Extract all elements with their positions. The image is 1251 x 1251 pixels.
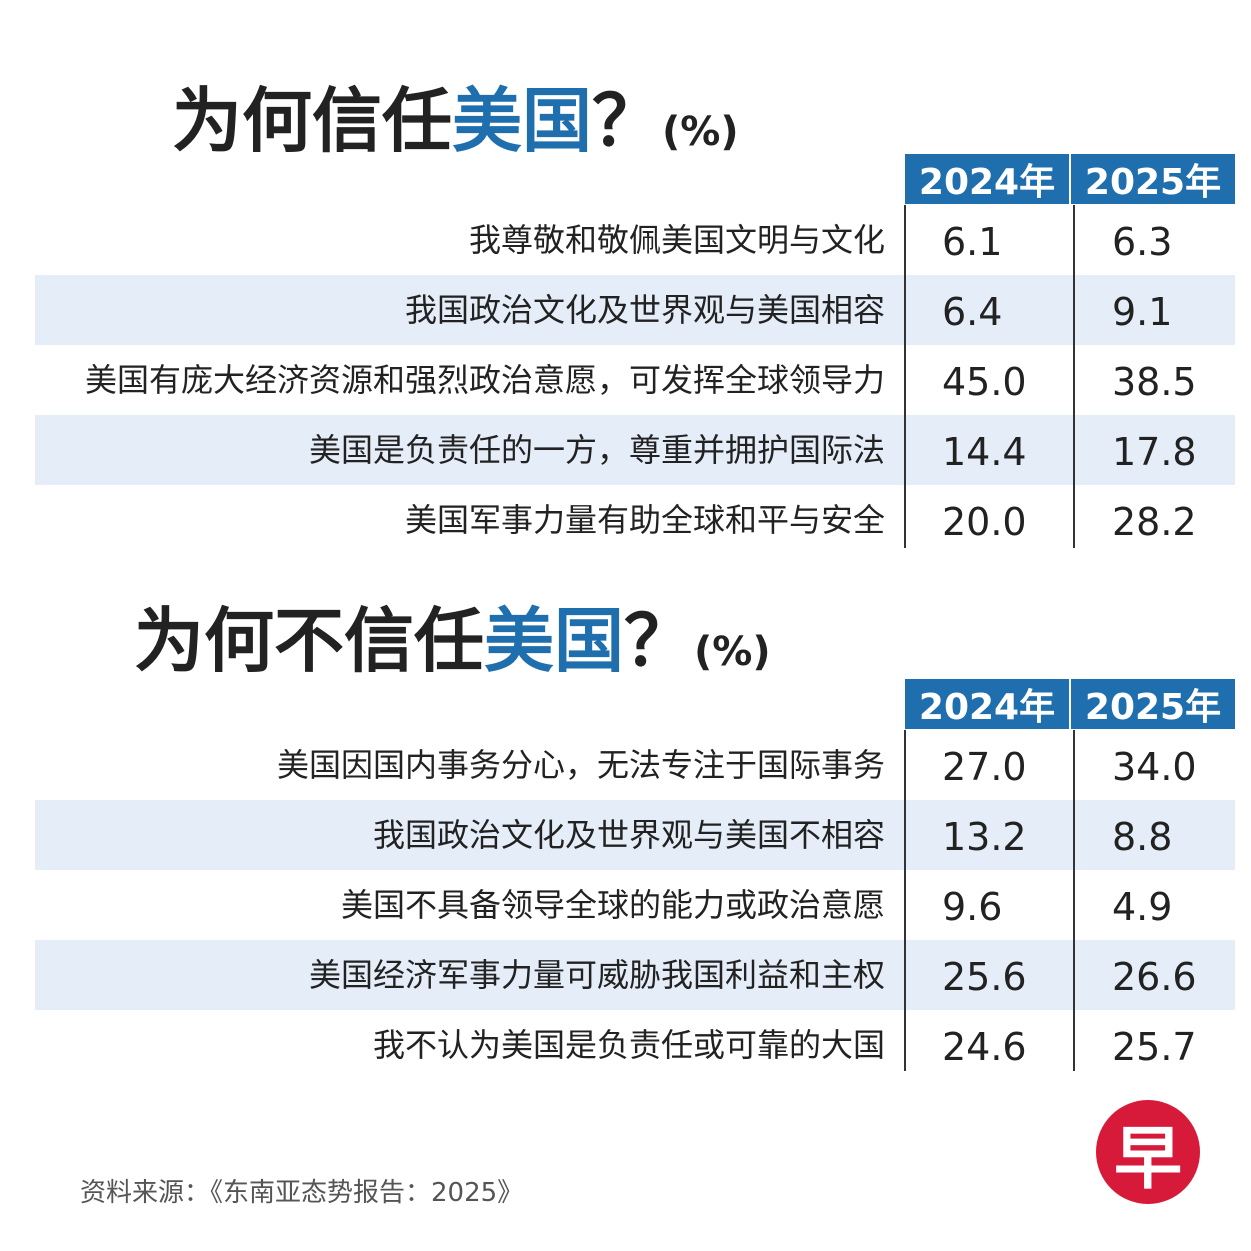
row-label: 美国不具备领导全球的能力或政治意愿 [340,886,885,924]
row-label: 我国政治文化及世界观与美国相容 [404,291,885,329]
cell-value-2024: 6.4 [942,290,1003,334]
cell-value-2025: 17.8 [1112,430,1197,474]
title-unit: (%) [662,109,739,155]
row-label: 美国经济军事力量可威胁我国利益和主权 [308,956,885,994]
column-divider [904,730,906,1071]
title-highlight-text: 美国 [452,80,592,162]
table-row: 美国因国内事务分心，无法专注于国际事务 27.0 34.0 [35,730,1235,800]
cell-value-2024: 9.6 [942,885,1003,929]
chart-title-trust: 为何信任美国？(%) [172,86,739,156]
column-divider [904,205,906,548]
cell-value-2025: 4.9 [1112,885,1173,929]
table-row: 美国不具备领导全球的能力或政治意愿 9.6 4.9 [35,870,1235,940]
cell-value-2024: 20.0 [942,500,1027,544]
title-question-mark: ？ [592,80,662,162]
cell-value-2024: 27.0 [942,745,1027,789]
cell-value-2024: 6.1 [942,220,1003,264]
row-label: 美国军事力量有助全球和平与安全 [404,501,885,539]
table-row: 美国是负责任的一方，尊重并拥护国际法 14.4 17.8 [35,415,1235,485]
column-header-2024: 2024年 [918,687,1056,728]
cell-value-2024: 25.6 [942,955,1027,999]
cell-value-2025: 9.1 [1112,290,1173,334]
cell-value-2024: 13.2 [942,815,1027,859]
table-row: 我国政治文化及世界观与美国不相容 13.2 8.8 [35,800,1235,870]
title-highlight-text: 美国 [484,600,624,682]
logo-text: 早 [1113,1119,1182,1199]
table-row: 美国经济军事力量可威胁我国利益和主权 25.6 26.6 [35,940,1235,1010]
zaobao-logo: 早 [1096,1100,1200,1204]
column-divider [1073,205,1075,548]
table-row: 美国有庞大经济资源和强烈政治意愿，可发挥全球领导力 45.0 38.5 [35,345,1235,415]
title-plain-text: 为何信任 [172,80,452,162]
row-label: 我不认为美国是负责任或可靠的大国 [372,1026,885,1064]
source-note: 资料来源：《东南亚态势报告：2025》 [80,1178,524,1208]
table-body-trust: 我尊敬和敬佩美国文明与文化 6.1 6.3 我国政治文化及世界观与美国相容 6.… [35,205,1235,555]
cell-value-2025: 34.0 [1112,745,1197,789]
cell-value-2024: 45.0 [942,360,1027,404]
cell-value-2024: 24.6 [942,1025,1027,1069]
cell-value-2025: 25.7 [1112,1025,1197,1069]
title-question-mark: ？ [624,600,694,682]
cell-value-2025: 28.2 [1112,500,1197,544]
cell-value-2025: 26.6 [1112,955,1197,999]
row-label: 我国政治文化及世界观与美国不相容 [372,816,885,854]
table-row: 美国军事力量有助全球和平与安全 20.0 28.2 [35,485,1235,555]
cell-value-2025: 6.3 [1112,220,1173,264]
column-header-2025: 2025年 [1069,679,1235,729]
table-header-trust: 2024年 2025年 [905,154,1235,204]
column-header-2025: 2025年 [1069,154,1235,204]
table-row: 我不认为美国是负责任或可靠的大国 24.6 25.7 [35,1010,1235,1080]
table-row: 我国政治文化及世界观与美国相容 6.4 9.1 [35,275,1235,345]
table-row: 我尊敬和敬佩美国文明与文化 6.1 6.3 [35,205,1235,275]
column-divider [1073,730,1075,1071]
cell-value-2024: 14.4 [942,430,1027,474]
chart-title-distrust: 为何不信任美国？(%) [134,606,771,676]
table-body-distrust: 美国因国内事务分心，无法专注于国际事务 27.0 34.0 我国政治文化及世界观… [35,730,1235,1080]
row-label: 我尊敬和敬佩美国文明与文化 [468,221,885,259]
cell-value-2025: 38.5 [1112,360,1197,404]
table-header-distrust: 2024年 2025年 [905,679,1235,729]
title-unit: (%) [694,629,771,675]
row-label: 美国因国内事务分心，无法专注于国际事务 [276,746,885,784]
row-label: 美国有庞大经济资源和强烈政治意愿，可发挥全球领导力 [84,361,885,399]
column-header-2024: 2024年 [918,162,1056,203]
row-label: 美国是负责任的一方，尊重并拥护国际法 [308,431,885,469]
cell-value-2025: 8.8 [1112,815,1173,859]
title-plain-text: 为何不信任 [134,600,484,682]
